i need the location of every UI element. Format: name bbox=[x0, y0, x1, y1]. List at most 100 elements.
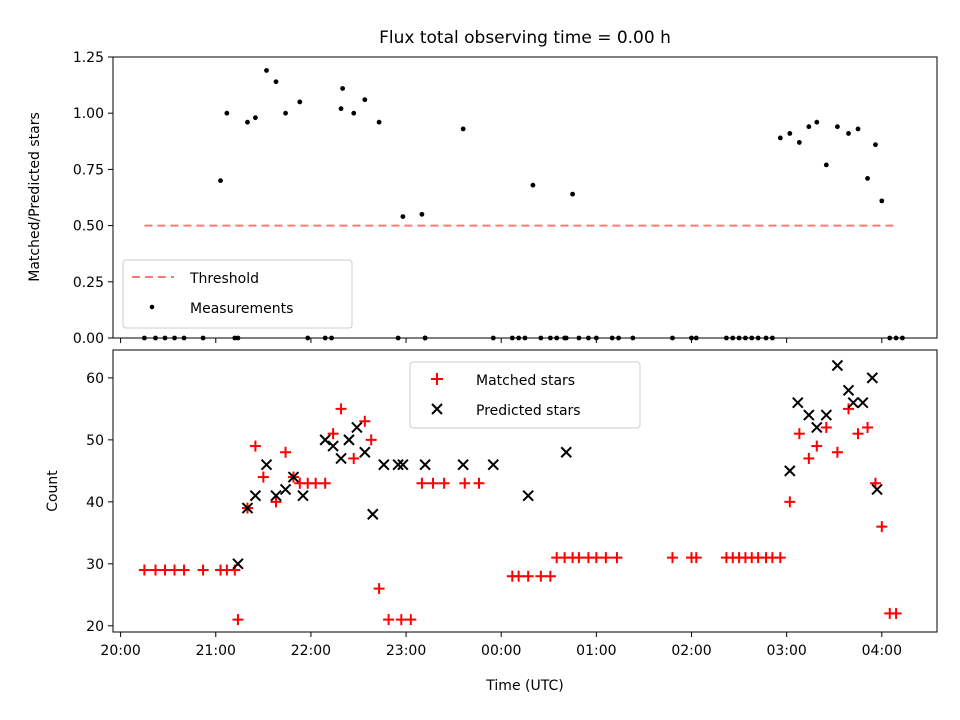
bottom-xtick-label: 04:00 bbox=[862, 643, 902, 659]
top-ytick-label: 0.25 bbox=[73, 275, 104, 291]
measurement-point bbox=[218, 178, 223, 184]
bottom-xtick-label: 21:00 bbox=[196, 643, 236, 659]
measurement-point bbox=[689, 335, 694, 341]
measurement-point bbox=[743, 335, 748, 341]
matched-star-point bbox=[335, 403, 347, 415]
predicted-star-point bbox=[297, 489, 309, 502]
predicted-star-point bbox=[784, 465, 796, 477]
measurement-point bbox=[609, 335, 615, 341]
measurement-point bbox=[763, 335, 769, 341]
predicted-star-point bbox=[560, 446, 572, 458]
predicted-star-point bbox=[522, 489, 534, 502]
predicted-star-point bbox=[419, 458, 431, 471]
legend-measurements-label: Measurements bbox=[190, 301, 293, 317]
top-ytick-label: 1.25 bbox=[73, 50, 104, 66]
measurement-point bbox=[865, 175, 870, 181]
bottom-xtick-label: 03:00 bbox=[766, 643, 806, 659]
matched-star-point bbox=[544, 570, 556, 582]
measurement-point bbox=[400, 214, 406, 220]
measurement-point bbox=[814, 119, 820, 125]
matched-star-point bbox=[459, 477, 471, 489]
top-axes: Matched/Predicted stars 0.00 0.25 0.50 0.75… bbox=[27, 50, 938, 347]
bottom-yticks: 20 30 40 50 60 bbox=[86, 371, 113, 635]
measurement-point bbox=[245, 119, 250, 125]
top-ytick-label: 0.00 bbox=[73, 331, 104, 347]
matched-star-point bbox=[427, 477, 439, 489]
predicted-star-point bbox=[847, 396, 859, 409]
measurement-point bbox=[297, 99, 303, 105]
measurement-point bbox=[893, 335, 899, 341]
predicted-star-point bbox=[241, 502, 254, 514]
bottom-xtick-label: 20:00 bbox=[100, 643, 140, 659]
matched-star-point bbox=[169, 564, 181, 576]
measurement-point bbox=[769, 335, 775, 341]
matched-star-points bbox=[138, 403, 902, 626]
measurement-point bbox=[616, 335, 621, 341]
measurement-point bbox=[509, 335, 515, 341]
bottom-xticks: 20:00 21:00 22:00 23:00 00:00 01:00 02:00 03:00… bbox=[100, 632, 902, 659]
matched-star-point bbox=[890, 607, 902, 619]
predicted-star-point bbox=[871, 483, 883, 496]
predicted-star-point bbox=[842, 384, 855, 396]
measurement-point bbox=[777, 135, 783, 141]
bottom-ylabel: Count bbox=[45, 470, 61, 512]
measurement-point bbox=[547, 335, 553, 341]
predicted-star-point bbox=[279, 483, 292, 496]
predicted-star-point bbox=[232, 558, 244, 570]
predicted-star-point bbox=[831, 359, 844, 372]
measurement-point bbox=[235, 335, 241, 341]
predicted-star-point bbox=[270, 489, 282, 502]
matched-star-point bbox=[876, 521, 888, 533]
matched-star-point bbox=[690, 552, 702, 564]
predicted-star-point bbox=[351, 421, 363, 434]
predicted-star-point bbox=[803, 409, 815, 421]
matched-star-point bbox=[232, 614, 244, 626]
measurement-point bbox=[181, 335, 187, 341]
predicted-star-point bbox=[287, 471, 300, 483]
matched-star-point bbox=[365, 434, 377, 446]
top-ytick-label: 0.75 bbox=[73, 162, 104, 178]
predicted-star-point bbox=[367, 508, 379, 520]
measurement-point bbox=[460, 126, 466, 132]
measurement-point bbox=[835, 124, 840, 130]
matched-star-point bbox=[310, 477, 322, 489]
predicted-star-point bbox=[866, 372, 879, 384]
matched-star-point bbox=[573, 552, 585, 564]
matched-star-point bbox=[862, 421, 874, 433]
matched-star-point bbox=[249, 440, 261, 452]
matched-star-point bbox=[784, 496, 796, 508]
measurement-point bbox=[570, 191, 575, 197]
predicted-star-point bbox=[487, 458, 499, 471]
legend-threshold-label: Threshold bbox=[189, 271, 259, 287]
measurement-point bbox=[141, 335, 147, 341]
matched-star-point bbox=[257, 471, 269, 483]
measurement-point bbox=[351, 110, 357, 116]
matched-star-point bbox=[405, 614, 417, 626]
measurement-points bbox=[141, 68, 905, 341]
legend-measurements-swatch bbox=[149, 304, 155, 310]
matched-star-point bbox=[611, 552, 623, 564]
predicted-star-point bbox=[792, 396, 804, 409]
predicted-star-point bbox=[811, 421, 823, 434]
measurement-point bbox=[554, 335, 560, 341]
measurement-point bbox=[586, 335, 591, 341]
bottom-ytick-label: 20 bbox=[86, 619, 104, 635]
bottom-xlabel: Time (UTC) bbox=[485, 678, 563, 694]
matched-star-point bbox=[150, 564, 162, 576]
measurement-point bbox=[873, 142, 878, 148]
top-ytick-label: 0.50 bbox=[73, 219, 104, 235]
predicted-star-point bbox=[249, 489, 262, 502]
measurement-point bbox=[329, 335, 334, 341]
bottom-ytick-label: 40 bbox=[86, 495, 104, 511]
measurement-point bbox=[855, 126, 861, 132]
measurement-point bbox=[879, 198, 885, 204]
matched-star-point bbox=[522, 570, 534, 582]
measurement-point bbox=[283, 110, 288, 116]
top-legend: Threshold Measurements bbox=[122, 259, 353, 329]
measurement-point bbox=[563, 335, 569, 341]
matched-star-point bbox=[280, 446, 292, 458]
predicted-star-point bbox=[335, 452, 347, 465]
measurement-point bbox=[670, 335, 675, 341]
matched-star-point bbox=[319, 477, 331, 489]
measurement-point bbox=[376, 119, 382, 125]
